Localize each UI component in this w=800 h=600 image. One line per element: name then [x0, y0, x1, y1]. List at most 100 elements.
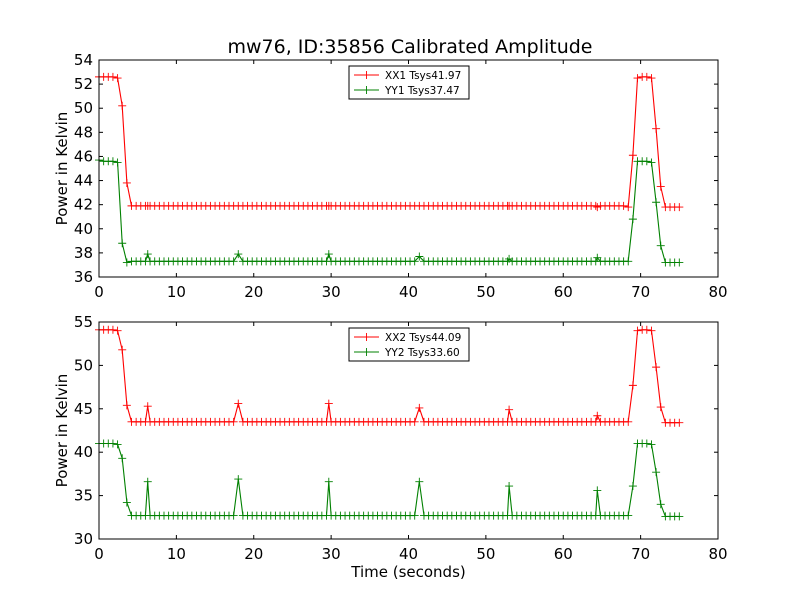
- x-tick-label: 40: [399, 283, 418, 301]
- y-tick-label: 50: [74, 356, 93, 374]
- data-point-marker: [647, 440, 656, 449]
- data-point-marker: [108, 439, 117, 448]
- x-tick-label: 10: [167, 283, 186, 301]
- data-point-marker: [122, 401, 131, 410]
- data-point-marker: [234, 475, 243, 484]
- x-tick-label: 80: [708, 283, 727, 301]
- data-point-marker: [593, 486, 602, 495]
- data-point-marker: [642, 157, 651, 166]
- x-tick-label: 70: [631, 283, 650, 301]
- data-point-marker: [656, 241, 665, 250]
- x-tick-label: 60: [554, 283, 573, 301]
- data-point-marker: [642, 72, 651, 81]
- y-tick-label: 36: [74, 268, 93, 286]
- data-point-marker: [505, 482, 514, 491]
- data-point-marker: [118, 239, 127, 248]
- y-tick-label: 46: [74, 147, 93, 165]
- x-tick-label: 30: [322, 283, 341, 301]
- x-tick-label: 20: [244, 283, 263, 301]
- x-tick-label: 10: [167, 545, 186, 563]
- data-point-marker: [593, 411, 602, 420]
- data-point-marker: [647, 326, 656, 335]
- y-axis-label: Power in Kelvin: [53, 112, 71, 226]
- data-point-marker: [113, 440, 122, 449]
- y-tick-label: 45: [74, 400, 93, 418]
- y-tick-label: 35: [74, 487, 93, 505]
- data-point-marker: [647, 74, 656, 83]
- x-tick-label: 70: [631, 545, 650, 563]
- data-point-marker: [656, 182, 665, 191]
- data-point-marker: [415, 477, 424, 486]
- x-tick-label: 20: [244, 545, 263, 563]
- data-point-marker: [108, 157, 117, 166]
- data-point-marker: [505, 405, 514, 414]
- data-point-marker: [652, 124, 661, 133]
- x-tick-label: 30: [322, 545, 341, 563]
- data-point-marker: [656, 500, 665, 509]
- chart-panel-1: 0 10 20 30 40 50 60 70 80 36 38 40 42 44 46 48 50 52 54 Pow…: [53, 51, 728, 301]
- data-point-marker: [122, 258, 131, 267]
- y-tick-label: 54: [74, 51, 93, 69]
- x-tick-label: 60: [554, 545, 573, 563]
- data-point-marker: [624, 417, 633, 426]
- data-point-marker: [324, 477, 333, 486]
- y-tick-label: 52: [74, 75, 93, 93]
- legend-marker: [362, 348, 371, 356]
- y-tick-label: 38: [74, 244, 93, 262]
- data-point-marker: [633, 74, 642, 83]
- chart-panel-2: 0 10 20 30 40 50 60 70 80 30 35 40 45 50 55 Power in Ke…: [53, 313, 728, 581]
- data-point-marker: [118, 454, 127, 463]
- data-point-marker: [122, 498, 131, 507]
- legend-box: [348, 327, 470, 362]
- y-tick-label: 48: [74, 123, 93, 141]
- data-point-marker: [642, 439, 651, 448]
- data-point-marker: [628, 215, 637, 224]
- data-point-marker: [234, 250, 243, 259]
- data-point-marker: [675, 258, 684, 267]
- data-point-marker: [410, 417, 419, 426]
- legend-label: YY2 Tsys33.60: [384, 347, 460, 359]
- data-point-marker: [143, 250, 152, 259]
- data-point-marker: [143, 477, 152, 486]
- data-point-marker: [624, 511, 633, 520]
- x-axis-label: Time (seconds): [350, 563, 466, 581]
- y-tick-label: 50: [74, 99, 93, 117]
- y-tick-label: 30: [74, 530, 93, 548]
- data-point-marker: [415, 403, 424, 412]
- legend-marker: [362, 333, 371, 341]
- data-point-marker: [118, 345, 127, 354]
- data-point-marker: [652, 468, 661, 477]
- x-tick-label: 0: [94, 545, 104, 563]
- data-point-marker: [628, 381, 637, 390]
- data-point-marker: [108, 72, 117, 81]
- data-point-marker: [647, 158, 656, 167]
- data-point-marker: [675, 512, 684, 521]
- data-point-marker: [324, 250, 333, 259]
- legend-marker: [362, 71, 371, 79]
- legend-label: XX2 Tsys44.09: [385, 332, 461, 344]
- x-tick-label: 0: [94, 283, 104, 301]
- data-point-marker: [656, 403, 665, 412]
- data-point-marker: [113, 74, 122, 83]
- data-point-marker: [642, 325, 651, 334]
- data-point-marker: [628, 482, 637, 491]
- x-tick-label: 40: [399, 545, 418, 563]
- data-point-marker: [633, 326, 642, 335]
- legend-marker: [362, 86, 371, 94]
- data-point-marker: [410, 511, 419, 520]
- data-point-marker: [113, 158, 122, 167]
- data-point-marker: [652, 198, 661, 207]
- legend-label: YY1 Tsys37.47: [384, 85, 460, 97]
- data-point-marker: [675, 418, 684, 427]
- legend: XX1 Tsys41.97 YY1 Tsys37.47: [348, 65, 470, 100]
- x-tick-label: 80: [708, 545, 727, 563]
- data-point-marker: [624, 257, 633, 266]
- x-tick-label: 50: [476, 283, 495, 301]
- data-point-marker: [108, 325, 117, 334]
- data-point-marker: [410, 257, 419, 266]
- y-axis-label: Power in Kelvin: [53, 374, 71, 488]
- series-line-1-2: [98, 159, 680, 264]
- data-point-marker: [624, 203, 633, 212]
